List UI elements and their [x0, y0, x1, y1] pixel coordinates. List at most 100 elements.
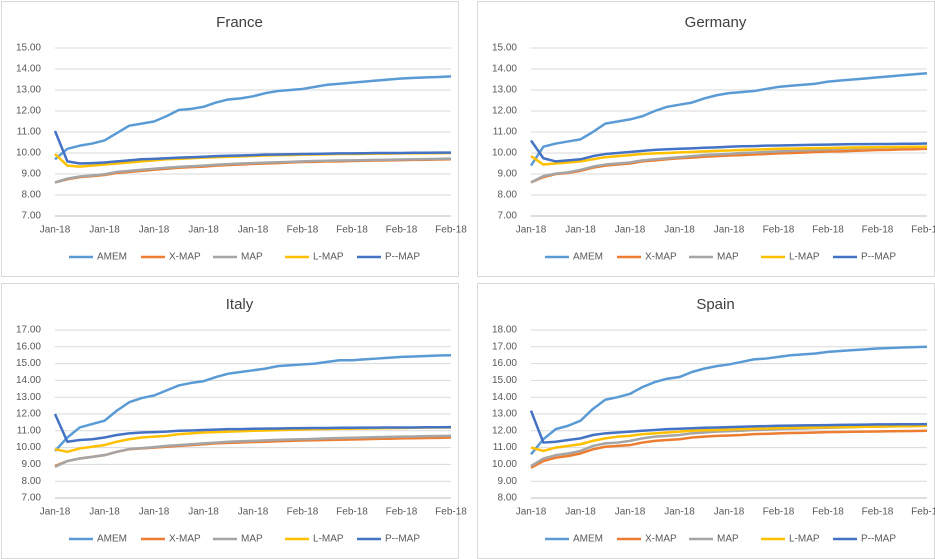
x-tick-label: Jan-18 — [664, 225, 695, 236]
x-tick-label: Jan-18 — [238, 507, 269, 518]
y-tick-label: 10.00 — [16, 148, 41, 159]
x-tick-label: Feb-18 — [862, 225, 894, 236]
series-line — [530, 145, 927, 166]
legend-label: AMEM — [573, 534, 603, 545]
y-tick-label: 10.00 — [492, 459, 517, 470]
x-tick-label: Jan-18 — [615, 507, 646, 518]
chart-panel: Italy 7.00 8.00 9.00 10.00 11.00 12.00 13.00 14.… — [1, 283, 467, 559]
series-line — [529, 71, 928, 167]
x-tick-label: Jan-18 — [139, 507, 170, 518]
legend-label: P--MAP — [861, 534, 896, 545]
series-line — [53, 130, 451, 165]
x-tick-label: Jan-18 — [89, 225, 120, 236]
series-line — [53, 413, 452, 443]
legend-label: L-MAP — [313, 252, 344, 263]
legend-label: MAP — [717, 534, 739, 545]
series-line — [530, 429, 928, 469]
y-tick-label: 14.00 — [492, 64, 517, 75]
x-tick-label: Jan-18 — [565, 507, 596, 518]
series-line — [54, 75, 452, 161]
x-tick-label: Feb-18 — [911, 225, 935, 236]
y-tick-label: 9.00 — [22, 169, 42, 180]
y-tick-label: 15.00 — [492, 375, 517, 386]
y-tick-label: 17.00 — [16, 325, 41, 336]
x-tick-label: Feb-18 — [435, 225, 467, 236]
panel-border — [477, 1, 935, 277]
x-tick-label: Feb-18 — [862, 507, 894, 518]
y-tick-label: 11.00 — [17, 425, 42, 436]
y-tick-label: 12.00 — [16, 106, 41, 117]
legend-label: X-MAP — [169, 252, 201, 263]
y-tick-label: 7.00 — [22, 493, 42, 504]
x-tick-label: Feb-18 — [812, 225, 844, 236]
x-tick-label: Jan-18 — [664, 507, 695, 518]
x-tick-label: Feb-18 — [336, 507, 368, 518]
chart-title: Spain — [696, 296, 734, 313]
y-tick-label: 18.00 — [492, 325, 517, 336]
y-tick-label: 10.00 — [492, 148, 517, 159]
y-tick-label: 9.00 — [498, 476, 518, 487]
y-tick-label: 11.00 — [17, 127, 42, 138]
x-tick-label: Feb-18 — [386, 225, 418, 236]
x-tick-label: Feb-18 — [763, 507, 795, 518]
x-tick-label: Jan-18 — [238, 225, 269, 236]
x-tick-label: Jan-18 — [188, 507, 219, 518]
x-tick-label: Jan-18 — [89, 507, 120, 518]
y-tick-label: 8.00 — [498, 190, 518, 201]
y-tick-label: 11.00 — [493, 127, 518, 138]
legend-label: AMEM — [97, 252, 127, 263]
panel-border — [1, 1, 459, 277]
series-line — [54, 353, 452, 452]
legend-label: P--MAP — [861, 252, 896, 263]
y-tick-label: 8.00 — [22, 190, 42, 201]
legend-label: AMEM — [573, 252, 603, 263]
y-tick-label: 13.00 — [16, 85, 41, 96]
y-tick-label: 8.00 — [498, 493, 518, 504]
series-line — [529, 410, 928, 444]
y-tick-label: 14.00 — [16, 64, 41, 75]
legend-label: X-MAP — [645, 252, 677, 263]
x-tick-label: Feb-18 — [336, 225, 368, 236]
x-tick-label: Feb-18 — [435, 507, 467, 518]
x-tick-label: Feb-18 — [287, 507, 319, 518]
panel-border — [477, 283, 935, 559]
y-tick-label: 7.00 — [22, 211, 42, 222]
chart-panel: Spain 8.00 9.00 10.00 11.00 12.00 13.00 14.00 15… — [477, 283, 935, 559]
y-tick-label: 15.00 — [492, 43, 517, 54]
y-tick-label: 9.00 — [498, 169, 518, 180]
y-tick-label: 16.00 — [492, 358, 517, 369]
legend-label: AMEM — [97, 534, 127, 545]
x-tick-label: Jan-18 — [40, 225, 71, 236]
y-tick-label: 15.00 — [16, 43, 41, 54]
chart-panel: France 7.00 8.00 9.00 10.00 11.00 12.00 13.00 14… — [1, 1, 467, 277]
legend-label: P--MAP — [385, 534, 420, 545]
legend-label: L-MAP — [789, 252, 820, 263]
y-tick-label: 16.00 — [16, 341, 41, 352]
y-tick-label: 12.00 — [16, 409, 41, 420]
y-tick-label: 10.00 — [16, 442, 41, 453]
panel-border — [1, 283, 459, 559]
chart-title: Italy — [226, 296, 254, 313]
y-tick-label: 9.00 — [22, 459, 42, 470]
y-tick-label: 12.00 — [492, 106, 517, 117]
chart-title: France — [216, 14, 263, 31]
x-tick-label: Feb-18 — [763, 225, 795, 236]
x-tick-label: Feb-18 — [386, 507, 418, 518]
y-tick-label: 17.00 — [492, 341, 517, 352]
chart-title: Germany — [685, 14, 747, 31]
x-tick-label: Feb-18 — [911, 507, 935, 518]
legend-label: MAP — [241, 534, 263, 545]
legend-label: X-MAP — [645, 534, 677, 545]
y-tick-label: 7.00 — [498, 211, 518, 222]
x-tick-label: Jan-18 — [188, 225, 219, 236]
x-tick-label: Jan-18 — [516, 507, 547, 518]
x-tick-label: Feb-18 — [287, 225, 319, 236]
x-tick-label: Jan-18 — [615, 225, 646, 236]
x-tick-label: Jan-18 — [516, 225, 547, 236]
y-tick-label: 11.00 — [493, 442, 518, 453]
series-line — [54, 157, 452, 184]
legend-label: L-MAP — [313, 534, 344, 545]
x-tick-label: Feb-18 — [812, 507, 844, 518]
chart-panel: Germany 7.00 8.00 9.00 10.00 11.00 12.00 13.00 1… — [477, 1, 935, 277]
